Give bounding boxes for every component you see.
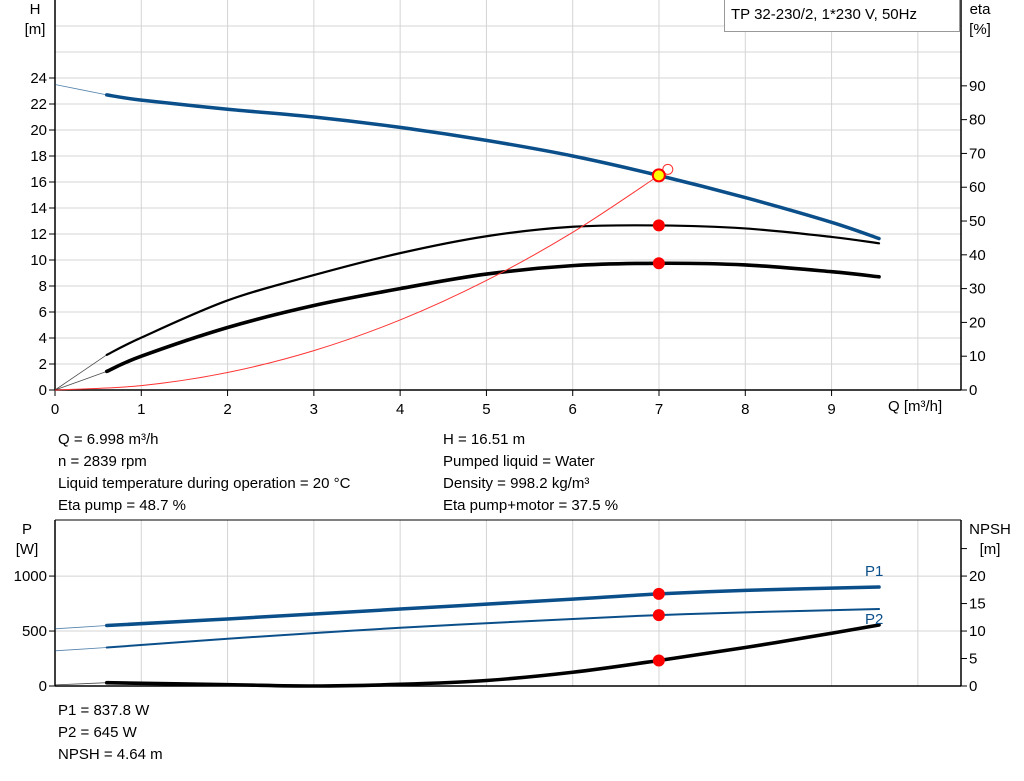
y-right-tick-label: 60 <box>969 179 986 196</box>
info-eta-pump-motor: Eta pump+motor = 37.5 % <box>443 497 619 514</box>
curve-system_curve <box>54 174 660 391</box>
curve-eta_pump_motor-extrapolated <box>54 371 107 391</box>
h-label: H <box>29 1 41 18</box>
duty-point-eta-pump <box>652 219 665 232</box>
curve-H <box>105 93 881 241</box>
duty-point-eta-pump-motor <box>652 257 665 270</box>
info-npsh: NPSH = 4.64 m <box>58 746 163 763</box>
p1-curve-label: P1 <box>865 563 884 580</box>
y-right-tick-label: 20 <box>969 568 986 585</box>
x-tick-label: 3 <box>310 401 318 418</box>
x-tick-label: 8 <box>741 401 749 418</box>
y-tick-label: 0 <box>39 678 47 695</box>
info-p1: P1 = 837.8 W <box>58 702 150 719</box>
system-curve-end-marker <box>662 163 674 175</box>
y-right-tick-label: 50 <box>969 213 986 230</box>
info-n: n = 2839 rpm <box>58 453 147 470</box>
info-temp: Liquid temperature during operation = 20… <box>58 475 351 492</box>
y-right-tick-label: 80 <box>969 112 986 129</box>
y-tick-label: 2 <box>39 356 47 373</box>
y-tick-label: 20 <box>30 122 47 139</box>
duty-point-npsh <box>652 654 665 667</box>
npsh-label: NPSH <box>969 521 1011 538</box>
y-right-tick-label: 20 <box>969 314 986 331</box>
y-tick-label: 22 <box>30 96 47 113</box>
y-right-tick-label: 90 <box>969 78 986 95</box>
x-tick-label: 1 <box>137 401 145 418</box>
info-p2: P2 = 645 W <box>58 724 137 741</box>
info-h: H = 16.51 m <box>443 431 526 448</box>
y-tick-label: 0 <box>39 382 47 399</box>
y-tick-label: 14 <box>30 200 47 217</box>
eta-unit: [%] <box>969 21 991 38</box>
y-right-tick-label: 0 <box>969 678 977 695</box>
eta-axis-label: eta [%] <box>962 0 998 40</box>
npsh-unit: [m] <box>979 541 1001 558</box>
curve-eta_pump-extrapolated <box>54 354 107 391</box>
info-density: Density = 998.2 kg/m³ <box>443 475 590 492</box>
h-unit: [m] <box>24 21 46 38</box>
y-tick-label: 6 <box>39 304 47 321</box>
y-tick-label: 24 <box>30 70 47 87</box>
curve-P2-extrapolated <box>54 647 107 652</box>
p-axis-label: P [W] <box>12 520 42 560</box>
y-right-tick-label: 0 <box>969 382 977 399</box>
y-tick-label: 10 <box>30 252 47 269</box>
y-tick-label: 16 <box>30 174 47 191</box>
curve-H-extrapolated <box>54 84 107 96</box>
info-liquid: Pumped liquid = Water <box>443 453 595 470</box>
x-tick-label: 0 <box>51 401 59 418</box>
y-right-tick-label: 30 <box>969 281 986 298</box>
eta-label: eta <box>969 1 991 18</box>
x-tick-label: 6 <box>569 401 577 418</box>
curve-P1-extrapolated <box>54 625 107 630</box>
h-axis-label: H [m] <box>20 0 50 40</box>
x-tick-label: 5 <box>482 401 490 418</box>
p-unit: [W] <box>15 541 39 558</box>
curve-NPSH <box>104 623 881 688</box>
y-right-tick-label: 15 <box>969 596 986 613</box>
curve-NPSH-extrapolated <box>54 682 107 686</box>
curve-P1 <box>105 585 881 628</box>
info-eta-pump: Eta pump = 48.7 % <box>58 497 186 514</box>
chart-title: TP 32-230/2, 1*230 V, 50Hz <box>724 0 960 32</box>
y-right-tick-label: 70 <box>969 145 986 162</box>
x-tick-label: 7 <box>655 401 663 418</box>
x-tick-label: 9 <box>827 401 835 418</box>
p-label: P <box>21 521 32 538</box>
y-right-tick-label: 10 <box>969 348 986 365</box>
npsh-axis-label: NPSH [m] <box>962 520 1018 560</box>
duty-point-p1 <box>652 587 665 600</box>
curve-eta_pump <box>105 224 881 356</box>
y-tick-label: 18 <box>30 148 47 165</box>
curve-P2 <box>105 608 881 649</box>
y-right-tick-label: 40 <box>969 247 986 264</box>
y-right-tick-label: 5 <box>969 651 977 668</box>
q-axis-label: Q [m³/h] <box>888 398 943 415</box>
x-tick-label: 2 <box>223 401 231 418</box>
duty-point-p2 <box>652 609 665 622</box>
y-tick-label: 12 <box>30 226 47 243</box>
y-tick-label: 500 <box>22 623 47 640</box>
curve-eta_pump_motor <box>104 261 881 374</box>
y-tick-label: 1000 <box>14 568 47 585</box>
duty-point-h <box>651 168 666 183</box>
p2-curve-label: P2 <box>865 611 884 628</box>
y-tick-label: 4 <box>39 330 47 347</box>
x-tick-label: 4 <box>396 401 404 418</box>
y-tick-label: 8 <box>39 278 47 295</box>
info-q: Q = 6.998 m³/h <box>58 431 159 448</box>
y-right-tick-label: 10 <box>969 623 986 640</box>
